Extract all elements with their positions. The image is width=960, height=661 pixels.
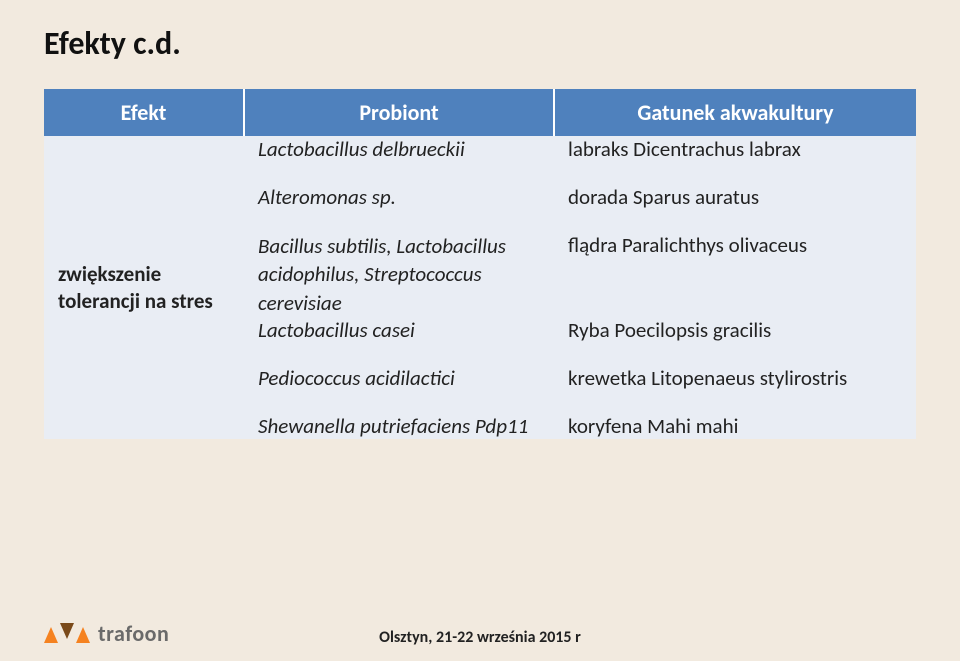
table-header-row: Efekt Probiont Gatunek akwakultury xyxy=(44,89,916,136)
col-effect: Efekt xyxy=(44,89,244,136)
table-row: zwiększenie tolerancji na stres Lactobac… xyxy=(44,136,916,162)
cell-probiont: Alteromonas sp. xyxy=(244,184,554,210)
row-label-line2: tolerancji na stres xyxy=(58,288,213,314)
footer: trafoon Olsztyn, 21-22 września 2015 r xyxy=(0,605,960,661)
footer-caption: Olsztyn, 21-22 września 2015 r xyxy=(0,628,960,647)
row-label-line1: zwiększenie xyxy=(58,261,161,287)
cell-probiont: Bacillus subtilis, Lactobacillus acidoph… xyxy=(244,232,554,317)
col-probiont: Probiont xyxy=(244,89,554,136)
cell-species: flądra Paralichthys olivaceus xyxy=(554,232,916,317)
col-species: Gatunek akwakultury xyxy=(554,89,916,136)
cell-species: koryfena Mahi mahi xyxy=(554,413,916,439)
cell-species: krewetka Litopenaeus stylirostris xyxy=(554,365,916,391)
cell-probiont: Shewanella putriefaciens Pdp11 xyxy=(244,413,554,439)
cell-probiont: Pediococcus acidilactici xyxy=(244,365,554,391)
cell-probiont: Lactobacillus delbrueckii xyxy=(244,136,554,162)
cell-species: labraks Dicentrachus labrax xyxy=(554,136,916,162)
page-title: Efekty c.d. xyxy=(44,24,916,63)
effects-table: Efekt Probiont Gatunek akwakultury zwięk… xyxy=(44,89,916,439)
cell-probiont: Lactobacillus casei xyxy=(244,317,554,343)
cell-species: Ryba Poecilopsis gracilis xyxy=(554,317,916,343)
cell-species: dorada Sparus auratus xyxy=(554,184,916,210)
row-label-cell: zwiększenie tolerancji na stres xyxy=(44,136,244,439)
slide: Efekty c.d. Efekt Probiont Gatunek akwak… xyxy=(0,0,960,661)
